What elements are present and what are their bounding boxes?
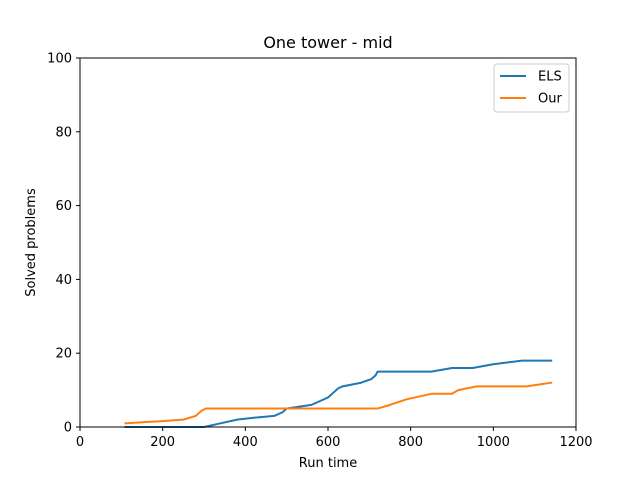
x-tick-label: 1000 xyxy=(477,435,510,450)
series-line-our xyxy=(124,381,553,425)
x-tick-label: 0 xyxy=(76,435,84,450)
legend-label-els: ELS xyxy=(538,70,562,85)
series-layer xyxy=(124,359,553,428)
x-axis-label: Run time xyxy=(299,456,357,471)
series-line-els xyxy=(124,359,553,428)
y-axis-label: Solved problems xyxy=(24,188,39,297)
x-tick-label: 200 xyxy=(150,435,175,450)
x-tick-label: 400 xyxy=(233,435,258,450)
chart-title: One tower - mid xyxy=(263,33,392,52)
y-tick-label: 0 xyxy=(64,421,72,436)
legend: ELS Our xyxy=(493,63,570,113)
x-tick-label: 600 xyxy=(316,435,341,450)
y-tick-label: 20 xyxy=(55,347,72,362)
x-tick-label: 800 xyxy=(398,435,423,450)
y-tick-label: 100 xyxy=(47,52,72,67)
ticks-layer: 0 200 400 600 800 1000 1200 0 20 40 60 80 100 xyxy=(47,52,592,451)
x-tick-label: 1200 xyxy=(559,435,592,450)
y-tick-label: 60 xyxy=(55,199,72,214)
y-tick-label: 40 xyxy=(55,273,72,288)
y-tick-label: 80 xyxy=(55,125,72,140)
legend-label-our: Our xyxy=(538,92,562,107)
